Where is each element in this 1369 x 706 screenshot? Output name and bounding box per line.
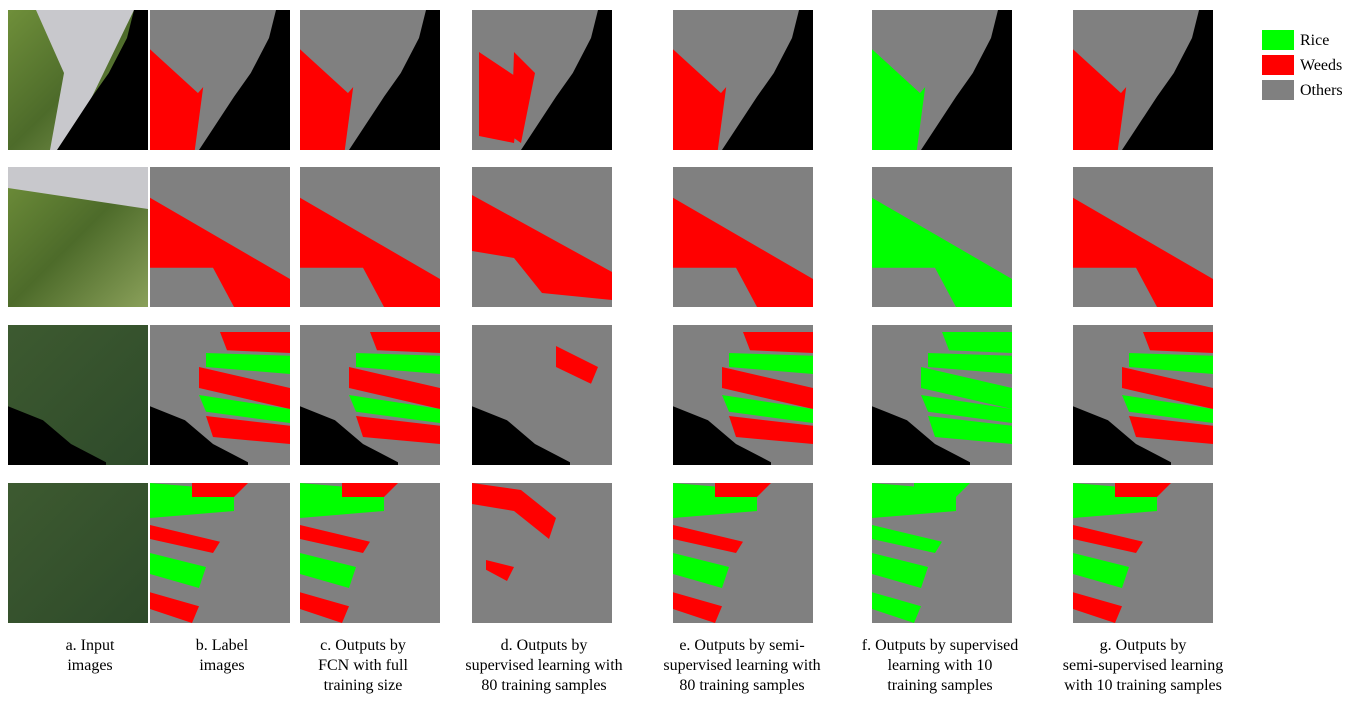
class-region bbox=[942, 332, 1012, 353]
caption: d. Outputs by bbox=[501, 637, 588, 654]
caption: training samples bbox=[887, 677, 992, 694]
caption: f. Outputs by supervised bbox=[862, 637, 1018, 654]
legend-label: Others bbox=[1300, 82, 1343, 99]
caption: with 10 training samples bbox=[1064, 677, 1222, 694]
tile bbox=[1073, 10, 1213, 150]
caption: supervised learning with bbox=[663, 657, 820, 674]
class-region bbox=[220, 332, 290, 353]
tile bbox=[472, 483, 612, 623]
tile bbox=[300, 10, 440, 150]
caption: images bbox=[199, 657, 244, 674]
legend-swatch bbox=[1262, 80, 1294, 100]
tile bbox=[872, 167, 1012, 307]
tile bbox=[673, 325, 813, 465]
tile bbox=[300, 167, 440, 307]
caption: c. Outputs by bbox=[320, 637, 406, 654]
tile bbox=[300, 325, 440, 465]
caption: g. Outputs by bbox=[1100, 637, 1187, 654]
caption: semi-supervised learning bbox=[1063, 657, 1223, 674]
legend-swatch bbox=[1262, 30, 1294, 50]
tile bbox=[150, 10, 290, 150]
tile bbox=[1073, 167, 1213, 307]
tile bbox=[1073, 483, 1213, 623]
tile bbox=[472, 10, 612, 150]
class-region bbox=[370, 332, 440, 353]
tile bbox=[8, 483, 148, 623]
tile bbox=[673, 167, 813, 307]
tile bbox=[8, 10, 148, 150]
caption: learning with 10 bbox=[888, 657, 993, 674]
caption: supervised learning with bbox=[465, 657, 622, 674]
tile bbox=[300, 483, 440, 623]
tile bbox=[872, 10, 1012, 150]
tile bbox=[1073, 325, 1213, 465]
tile bbox=[472, 325, 612, 465]
caption: training size bbox=[324, 677, 403, 694]
tile bbox=[150, 483, 290, 623]
caption: e. Outputs by semi- bbox=[679, 637, 804, 654]
legend-label: Weeds bbox=[1300, 57, 1342, 74]
tile bbox=[472, 167, 612, 307]
class-region bbox=[1143, 332, 1213, 353]
class-region bbox=[743, 332, 813, 353]
caption: b. Label bbox=[196, 637, 249, 654]
tile bbox=[673, 10, 813, 150]
caption: images bbox=[67, 657, 112, 674]
figure: a. Input images b. Label images c. Outputs b… bbox=[0, 0, 1369, 706]
tile bbox=[673, 483, 813, 623]
tile bbox=[872, 325, 1012, 465]
tile bbox=[150, 325, 290, 465]
tile bbox=[150, 167, 290, 307]
caption: a. Input bbox=[66, 637, 115, 654]
tile bbox=[8, 325, 148, 465]
legend-swatch bbox=[1262, 55, 1294, 75]
caption: 80 training samples bbox=[481, 677, 606, 694]
caption: 80 training samples bbox=[679, 677, 804, 694]
tile bbox=[8, 167, 148, 307]
legend-label: Rice bbox=[1300, 32, 1329, 49]
caption: FCN with full bbox=[318, 657, 408, 674]
input-image bbox=[8, 483, 148, 623]
tile bbox=[872, 483, 1012, 623]
